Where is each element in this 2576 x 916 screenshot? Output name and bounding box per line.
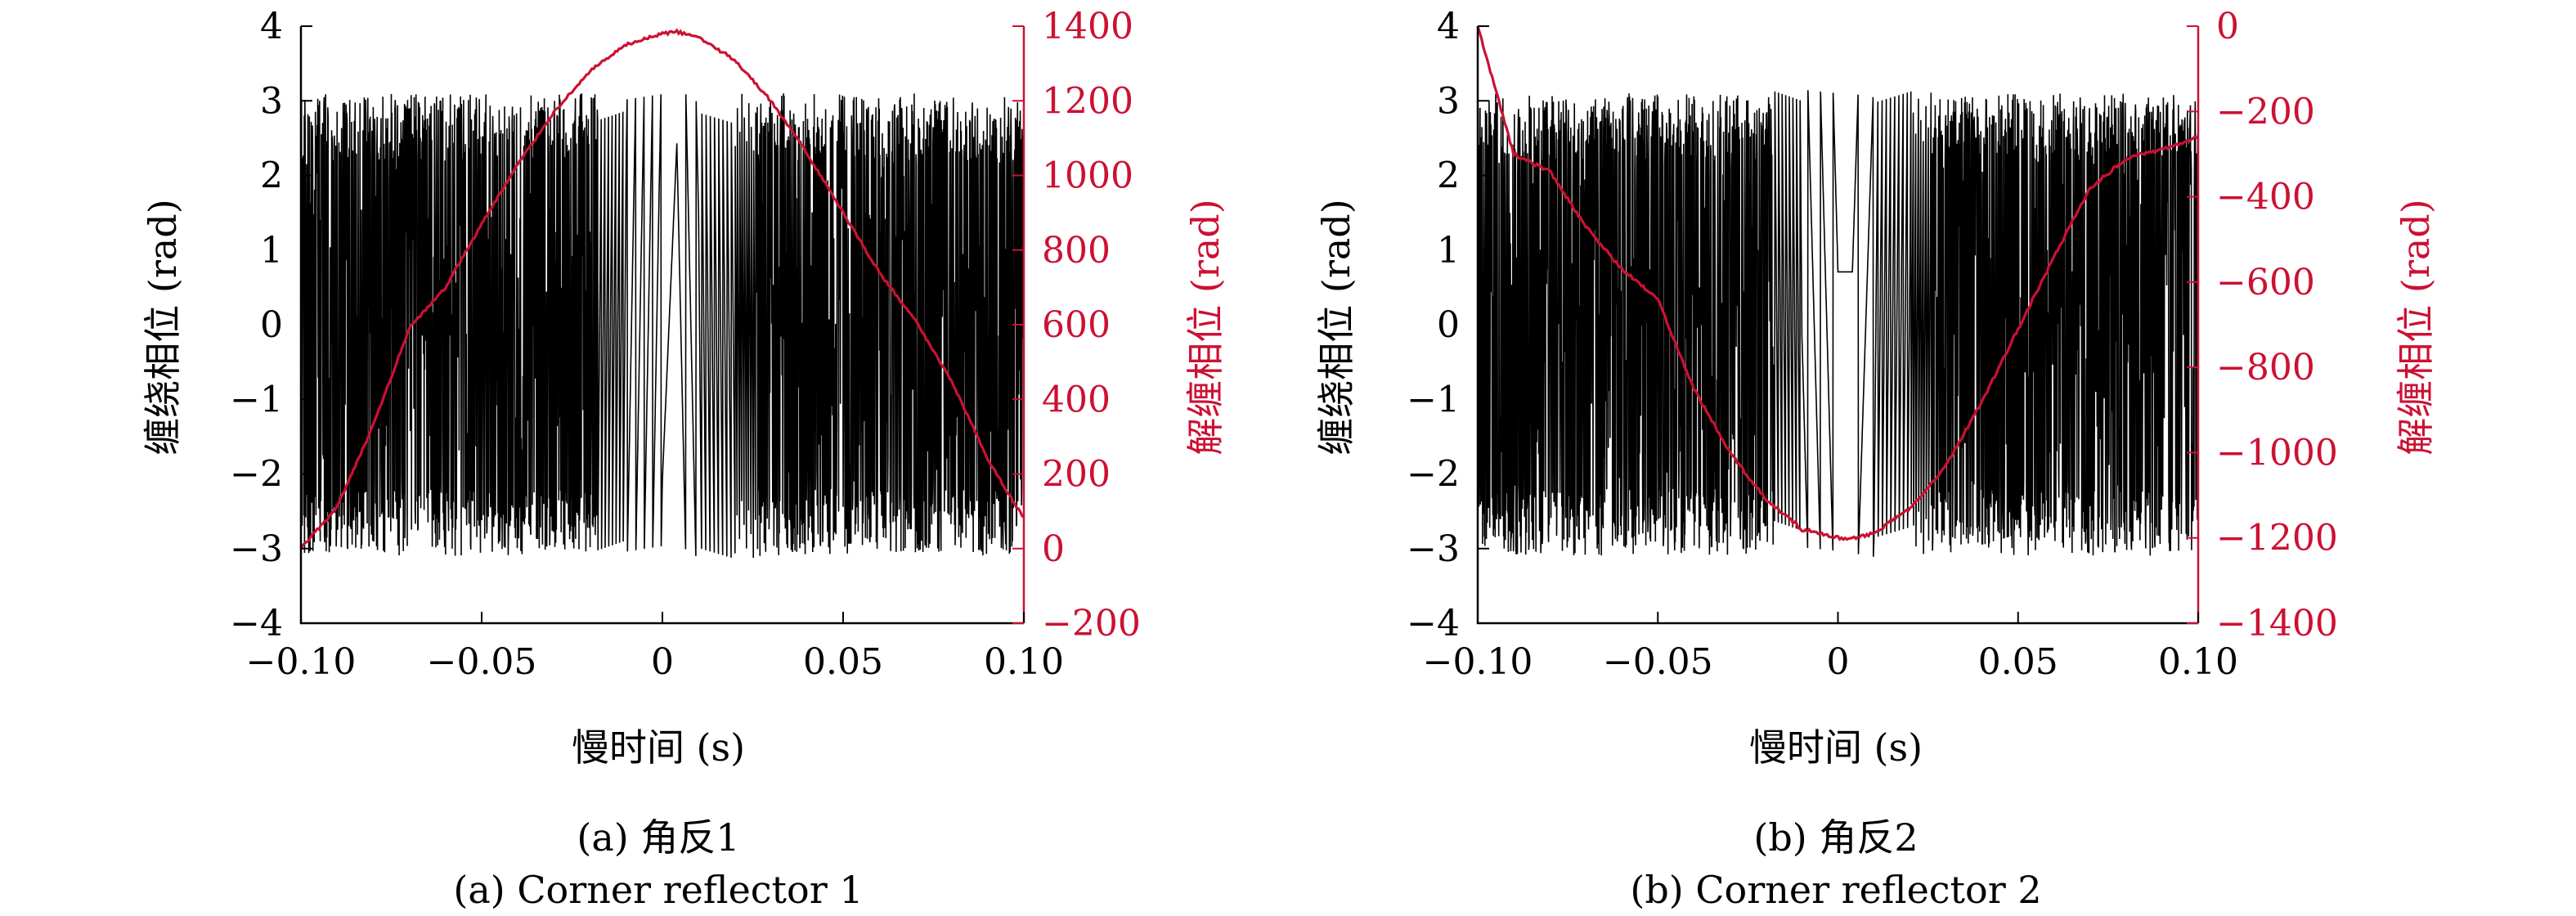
caption-en: (a) Corner reflector 1 (453, 868, 863, 912)
y-tick-label: 0 (260, 304, 283, 346)
y2-tick-label: 400 (1042, 379, 1111, 420)
x-tick-label: 0.10 (984, 641, 1064, 683)
y-tick-label: −3 (230, 528, 283, 570)
y-tick-label: 2 (260, 155, 283, 197)
y-tick-label: −4 (230, 603, 283, 644)
y2-tick-label: −600 (2216, 262, 2315, 303)
panel-b: −0.10 −0.05 0 0.05 0.10 −4 −3 −2 −1 0 1 2 3 4 −1400 −12… (1314, 6, 2438, 912)
y2-tick-label: 800 (1042, 230, 1111, 272)
x-tick-label: 0 (651, 641, 674, 683)
x-axis-label: 慢时间 (s) (572, 725, 745, 770)
unwrapped-phase-curve (1476, 25, 2199, 541)
y-tick-label: −1 (230, 379, 283, 420)
x-tick-label: −0.05 (427, 641, 537, 683)
y-tick-label: 1 (260, 230, 283, 272)
x-tick-label: 0.10 (2158, 641, 2238, 683)
y2-axis-label: 解缠相位 (rad) (1183, 199, 1227, 455)
y-tick-label: 4 (1437, 6, 1460, 47)
y2-tick-label: 0 (2216, 6, 2239, 47)
caption-en: (b) Corner reflector 2 (1630, 868, 2041, 912)
x-tick-label: −0.10 (1423, 641, 1533, 683)
y2-tick-label: 1200 (1042, 80, 1133, 122)
y-tick-label: −1 (1407, 379, 1460, 420)
axes: −0.10 −0.05 0 0.05 0.10 −4 −3 −2 −1 0 1 2 3 4 −1400 −12… (1407, 6, 2338, 683)
y-axis-label: 缠绕相位 (rad) (141, 199, 185, 455)
caption-cn: (a) 角反1 (577, 815, 739, 860)
y-tick-label: −3 (1407, 528, 1460, 570)
x-tick-label: −0.10 (246, 641, 357, 683)
y-tick-label: 0 (1437, 304, 1460, 346)
y-tick-label: 3 (1437, 80, 1460, 122)
wrapped-phase-line (1477, 90, 2199, 557)
x-tick-label: −0.05 (1603, 641, 1713, 683)
y2-tick-label: 200 (1042, 454, 1111, 496)
y-tick-label: 4 (260, 6, 283, 47)
x-tick-label: 0.05 (1978, 641, 2058, 683)
y-tick-label: −2 (230, 454, 283, 496)
axes: −0.10 −0.05 0 0.05 0.10 −4 −3 −2 −1 0 1 2 3 4 −200 0 200… (230, 6, 1141, 683)
x-axis-label: 慢时间 (s) (1749, 725, 1923, 770)
y-tick-label: −4 (1407, 603, 1460, 644)
caption-cn: (b) 角反2 (1753, 815, 1918, 860)
wrapped-phase-trace (1477, 90, 2199, 557)
unwrapped-phase-line (1476, 25, 2199, 541)
y2-tick-label: −1000 (2216, 432, 2338, 474)
unwrapped-phase-line (299, 28, 1025, 550)
wrapped-phase-line (300, 93, 1025, 559)
y2-tick-label: 600 (1042, 304, 1111, 346)
x-tick-label: 0.05 (803, 641, 883, 683)
y-tick-label: −2 (1407, 454, 1460, 496)
y2-tick-label: −1200 (2216, 518, 2338, 559)
wrapped-phase-trace (300, 93, 1025, 559)
y2-axis-label: 解缠相位 (rad) (2394, 199, 2438, 455)
y-tick-label: 2 (1437, 155, 1460, 197)
unwrapped-phase-curve (299, 28, 1025, 550)
y-axis-label: 缠绕相位 (rad) (1314, 199, 1358, 455)
panel-a: −0.10 −0.05 0 0.05 0.10 −4 −3 −2 −1 0 1 2 3 4 −200 0 200… (141, 6, 1227, 912)
y-tick-label: 3 (260, 80, 283, 122)
y2-tick-label: 0 (1042, 528, 1065, 570)
y2-tick-label: −400 (2216, 177, 2315, 218)
y2-tick-label: −200 (1042, 603, 1141, 644)
x-tick-label: 0 (1827, 641, 1850, 683)
y2-tick-label: −800 (2216, 347, 2315, 388)
y2-tick-label: 1400 (1042, 6, 1133, 47)
y2-tick-label: 1000 (1042, 155, 1133, 197)
y2-tick-label: −1400 (2216, 603, 2338, 644)
y2-tick-label: −200 (2216, 91, 2315, 132)
y-tick-label: 1 (1437, 230, 1460, 272)
